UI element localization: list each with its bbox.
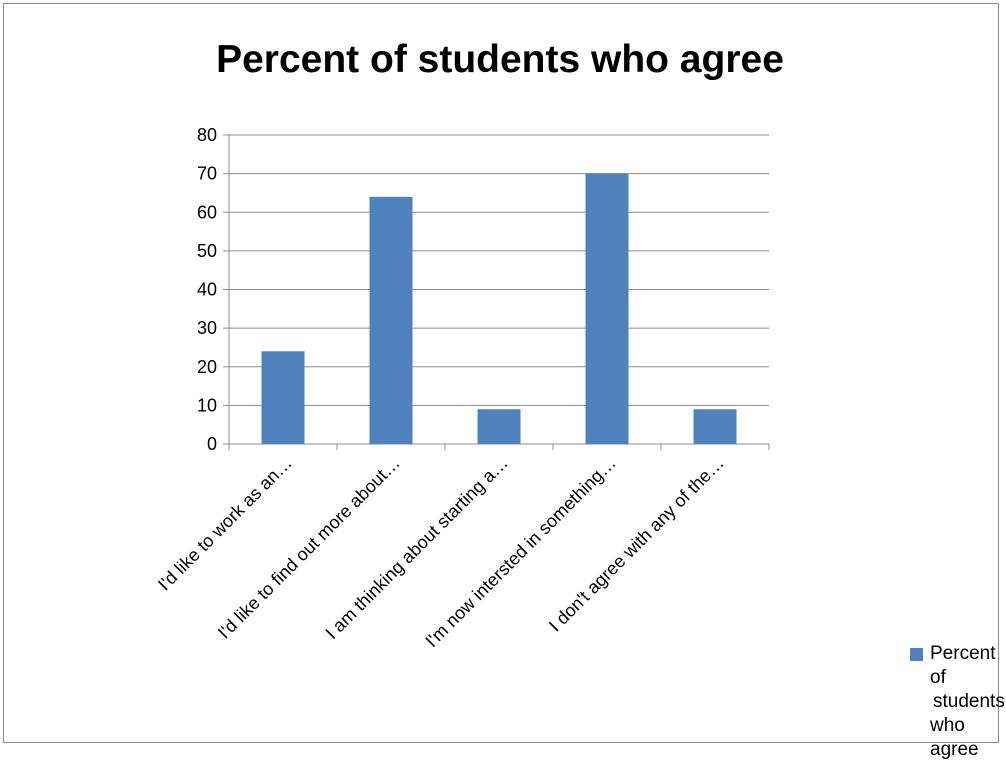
y-tick-label: 50 — [197, 241, 217, 261]
category-label: I'm now intersted in something… — [421, 453, 619, 651]
y-tick-label: 10 — [197, 395, 217, 415]
bar — [477, 409, 521, 444]
y-tick-label: 20 — [197, 357, 217, 377]
y-tick-label: 70 — [197, 164, 217, 184]
category-label: I'd like to find out more about… — [214, 453, 404, 643]
legend: Percent of students who agree — [910, 642, 1005, 762]
axes — [223, 134, 770, 450]
chart-frame — [3, 3, 999, 743]
category-labels: I'd like to work as an…I'd like to find … — [154, 453, 728, 651]
y-tick-labels: 0 10 20 30 40 50 60 70 80 — [197, 125, 217, 454]
legend-label-line-2: students — [933, 691, 1005, 712]
y-tick-label: 60 — [197, 202, 217, 222]
y-tick-label: 80 — [197, 125, 217, 145]
category-label: I don't agree with any of the… — [545, 453, 728, 636]
legend-label-line-1: Percent of — [930, 643, 996, 688]
legend-label-line-3: who agree — [930, 715, 979, 760]
bar — [585, 173, 629, 444]
legend-swatch — [910, 648, 923, 661]
category-label: I am thinking about starting a… — [322, 453, 512, 643]
y-tick-label: 0 — [207, 434, 217, 454]
y-tick-label: 30 — [197, 318, 217, 338]
gridlines — [229, 134, 769, 406]
bars — [261, 173, 737, 444]
bar — [369, 196, 413, 444]
bar — [261, 351, 305, 444]
chart-title: Percent of students who agree — [216, 38, 784, 81]
bar — [693, 409, 737, 444]
y-tick-label: 40 — [197, 280, 217, 300]
